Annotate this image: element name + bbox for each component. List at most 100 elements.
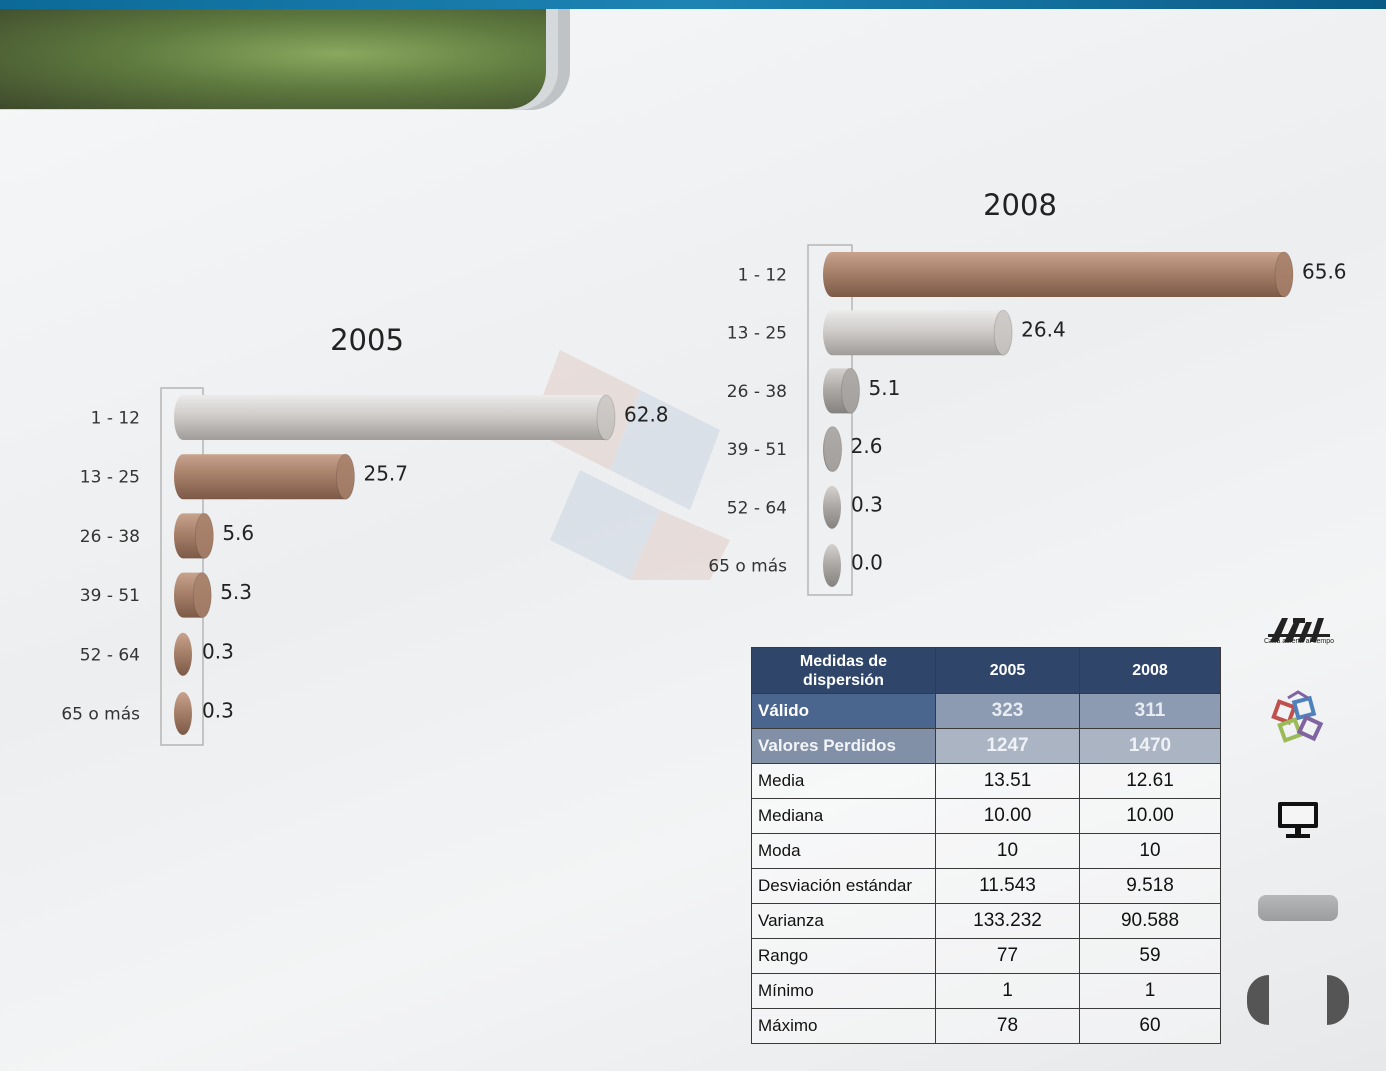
bar-cap — [1274, 251, 1294, 298]
title-banner — [0, 9, 546, 109]
table-header-2008: 2008 — [1079, 647, 1221, 694]
cell-2008: 1470 — [1079, 728, 1221, 764]
category-label: 52 - 64 — [80, 645, 140, 665]
cell-2005: 10.00 — [935, 798, 1080, 834]
cell-2008: 1 — [1079, 973, 1221, 1009]
cell-2005: 133.232 — [935, 903, 1080, 939]
cell-2008: 10 — [1079, 833, 1221, 869]
cell-2008: 12.61 — [1079, 763, 1221, 799]
bar-cap — [194, 512, 214, 559]
cell-2008: 10.00 — [1079, 798, 1221, 834]
bar-cap — [335, 453, 355, 500]
row-label: Válido — [751, 693, 936, 729]
value-label: 0.3 — [202, 639, 234, 663]
cell-2008: 9.518 — [1079, 868, 1221, 904]
cell-2005: 1 — [935, 973, 1080, 1009]
nav-next-icon[interactable] — [1327, 975, 1349, 1025]
value-label: 0.3 — [202, 699, 234, 723]
cell-2005: 323 — [935, 693, 1080, 729]
cell-2008: 311 — [1079, 693, 1221, 729]
shapes-logo-icon[interactable] — [1268, 690, 1328, 750]
category-label: 26 - 38 — [727, 382, 787, 402]
bar-cap — [993, 309, 1013, 356]
cell-2005: 13.51 — [935, 763, 1080, 799]
table-header-2005: 2005 — [935, 647, 1080, 694]
bar — [174, 692, 192, 735]
nav-prev-icon[interactable] — [1247, 975, 1269, 1025]
row-label: Valores Perdidos — [751, 728, 936, 764]
table-row: Moda 10 10 — [751, 833, 1221, 869]
chart-2008: 2008 1 - 12 65.6 13 - 25 26.4 26 - 38 5.1 39 - … — [708, 188, 1347, 596]
value-label: 0.3 — [851, 492, 883, 516]
value-label: 0.0 — [851, 551, 883, 575]
table-header-measures: Medidas de dispersión — [751, 647, 936, 694]
cell-2008: 90.588 — [1079, 903, 1221, 939]
cell-2005: 11.543 — [935, 868, 1080, 904]
bar — [174, 454, 355, 500]
value-label: 62.8 — [624, 403, 669, 427]
bar-cap — [841, 367, 861, 414]
bar — [823, 544, 841, 587]
row-label: Mínimo — [751, 973, 936, 1009]
row-label: Mediana — [751, 798, 936, 834]
value-label: 5.3 — [220, 580, 252, 604]
bar — [174, 395, 615, 440]
row-label: Desviación estándar — [751, 868, 936, 904]
grey-button[interactable] — [1258, 895, 1338, 921]
table-row: Mínimo 1 1 — [751, 973, 1221, 1009]
category-label: 1 - 12 — [738, 266, 787, 286]
axis-frame — [160, 387, 204, 746]
dispersion-table: Medidas de dispersión 2005 2008 Válido 3… — [751, 647, 1221, 1044]
bar — [174, 632, 192, 676]
category-label: 1 - 12 — [91, 409, 140, 429]
table-row: Máximo 78 60 — [751, 1008, 1221, 1044]
chart-2005: 2005 1 - 12 62.8 13 - 25 25.7 26 - 38 5.6 39 - … — [61, 323, 669, 746]
row-label: Máximo — [751, 1008, 936, 1044]
row-label: Rango — [751, 938, 936, 974]
chart-title: 2008 — [983, 188, 1057, 222]
cell-2005: 77 — [935, 938, 1080, 974]
category-label: 13 - 25 — [80, 468, 140, 488]
table-row: Valores Perdidos 1247 1470 — [751, 728, 1221, 764]
uam-tagline: Casa abierta al tiempo — [1263, 638, 1335, 645]
uam-logo-icon[interactable] — [1264, 612, 1334, 652]
cell-2005: 10 — [935, 833, 1080, 869]
value-label: 5.1 — [869, 376, 901, 400]
table-row: Desviación estándar 11.543 9.518 — [751, 868, 1221, 904]
value-label: 26.4 — [1021, 318, 1066, 342]
category-label: 65 o más — [708, 557, 787, 577]
chart-title: 2005 — [330, 323, 404, 357]
cell-2005: 78 — [935, 1008, 1080, 1044]
value-label: 25.7 — [363, 462, 408, 486]
bar-cap — [192, 572, 212, 619]
value-label: 2.6 — [851, 434, 883, 458]
category-label: 26 - 38 — [80, 527, 140, 547]
category-label: 39 - 51 — [80, 586, 140, 606]
category-label: 65 o más — [61, 705, 140, 725]
table-row: Mediana 10.00 10.00 — [751, 798, 1221, 834]
table-row: Rango 77 59 — [751, 938, 1221, 974]
cell-2005: 1247 — [935, 728, 1080, 764]
table-row: Varianza 133.232 90.588 — [751, 903, 1221, 939]
value-label: 5.6 — [222, 521, 254, 545]
bar-cap — [596, 394, 616, 441]
bar — [823, 310, 1013, 356]
category-label: 52 - 64 — [727, 498, 787, 518]
table-row: Válido 323 311 — [751, 693, 1221, 729]
bar — [823, 252, 1293, 297]
cell-2008: 60 — [1079, 1008, 1221, 1044]
row-label: Varianza — [751, 903, 936, 939]
table-row: Media 13.51 12.61 — [751, 763, 1221, 799]
monitor-icon[interactable] — [1276, 800, 1320, 840]
axis-frame — [807, 244, 853, 596]
top-bar — [0, 0, 1386, 9]
category-label: 39 - 51 — [727, 440, 787, 460]
row-label: Media — [751, 763, 936, 799]
table-header-row: Medidas de dispersión 2005 2008 — [751, 647, 1221, 694]
category-label: 13 - 25 — [727, 324, 787, 344]
row-label: Moda — [751, 833, 936, 869]
cell-2008: 59 — [1079, 938, 1221, 974]
watermark-logo — [530, 350, 730, 580]
value-label: 65.6 — [1302, 260, 1347, 284]
